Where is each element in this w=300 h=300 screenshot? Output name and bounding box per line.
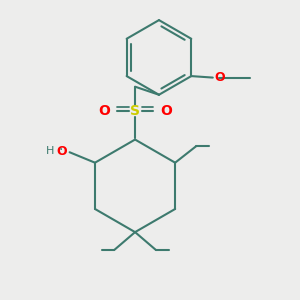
Text: S: S (130, 104, 140, 118)
Text: O: O (214, 71, 225, 84)
Text: O: O (98, 104, 110, 118)
Text: O: O (56, 145, 67, 158)
Text: O: O (160, 104, 172, 118)
Text: H: H (46, 146, 55, 156)
Text: ·: · (58, 143, 63, 158)
